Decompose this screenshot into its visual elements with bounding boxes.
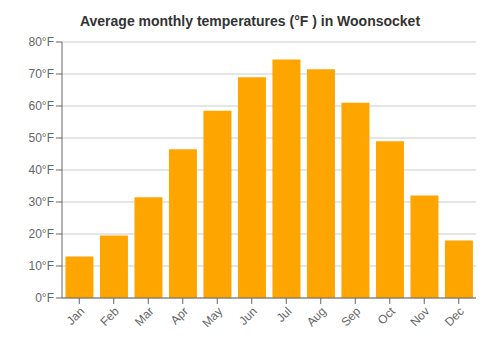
svg-text:20°F: 20°F xyxy=(29,227,54,241)
svg-text:30°F: 30°F xyxy=(29,195,54,209)
html-text:Average monthly temperatures (: Average monthly temperatures (°F ) in Wo… xyxy=(79,13,420,29)
svg-text:10°F: 10°F xyxy=(29,259,54,273)
svg-text:80°F: 80°F xyxy=(29,35,54,49)
svg-text:Apr: Apr xyxy=(168,304,191,327)
svg-text:50°F: 50°F xyxy=(29,131,54,145)
svg-text:Dec: Dec xyxy=(442,304,467,329)
svg-text:Oct: Oct xyxy=(375,304,399,328)
svg-text:May: May xyxy=(199,304,225,330)
svg-text:70°F: 70°F xyxy=(29,67,54,81)
svg-text:Jul: Jul xyxy=(274,304,295,325)
svg-text:0°F: 0°F xyxy=(35,291,54,305)
svg-text:Nov: Nov xyxy=(407,304,432,329)
svg-text:40°F: 40°F xyxy=(29,163,54,177)
svg-text:Jun: Jun xyxy=(236,304,260,328)
svg-text:Sep: Sep xyxy=(338,304,363,329)
svg-text:Feb: Feb xyxy=(97,304,122,329)
svg-text:60°F: 60°F xyxy=(29,99,54,113)
svg-text:Aug: Aug xyxy=(304,304,329,329)
svg-text:Jan: Jan xyxy=(64,304,88,328)
svg-text:Mar: Mar xyxy=(132,304,157,329)
